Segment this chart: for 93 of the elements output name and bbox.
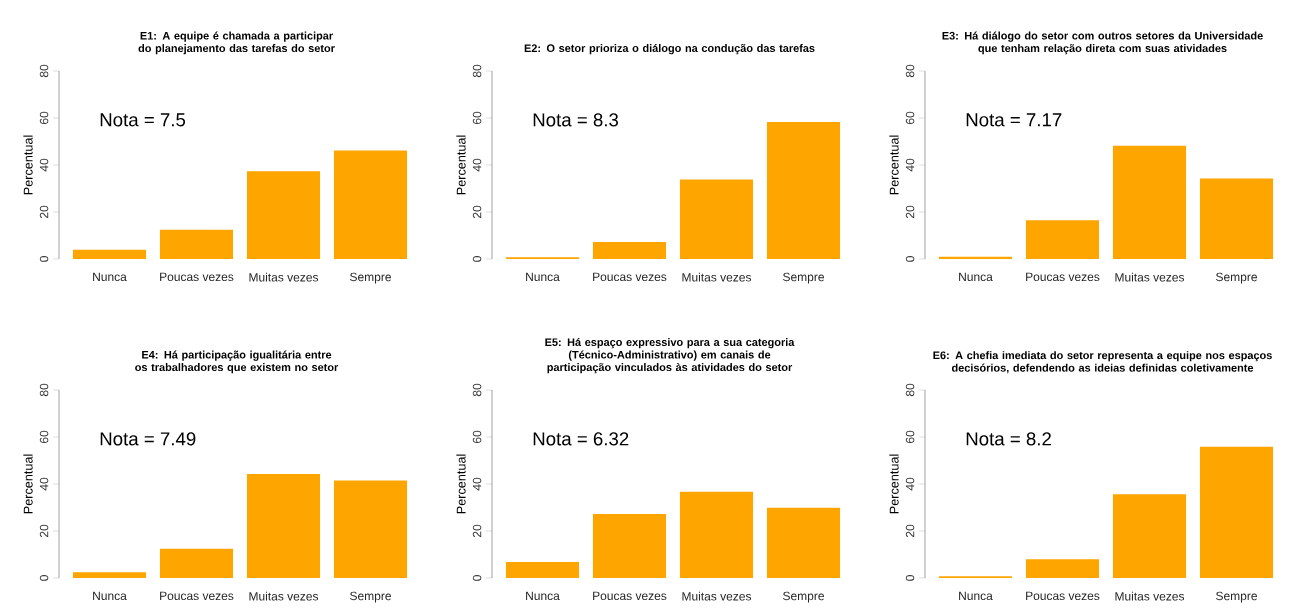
bar — [1199, 178, 1274, 259]
x-tick-label: Poucas vezes — [593, 591, 667, 601]
y-tick-label: 0 — [472, 575, 482, 581]
x-tick-label: Poucas vezes — [593, 272, 667, 282]
y-axis-title: Percentual — [456, 135, 466, 195]
bar — [1025, 559, 1100, 578]
y-tick-label: 60 — [39, 430, 49, 444]
y-axis-title: Percentual — [23, 454, 33, 514]
y-tick-label: 0 — [39, 256, 49, 262]
x-tick-label: Muitas vezes — [682, 272, 752, 282]
y-axis-title: Percentual — [456, 454, 466, 514]
x-tick-label: Muitas vezes — [682, 591, 752, 601]
y-tick-label: 40 — [472, 158, 482, 172]
y-tick-label: 20 — [905, 205, 915, 219]
y-tick-label: 60 — [905, 111, 915, 125]
x-tick-label: Poucas vezes — [1026, 272, 1100, 282]
x-tick-label: Poucas vezes — [160, 272, 234, 282]
chart-title: E6: A chefia imediata do setor representa a equipe nos espaços decisórios, defendendo as ideias definidas coletivamente — [933, 351, 1272, 374]
annotation: Nota = 7.5 — [100, 113, 186, 127]
bar — [679, 179, 754, 259]
bar — [1112, 145, 1187, 259]
x-tick-label: Sempre — [350, 272, 391, 284]
y-tick-label: 80 — [905, 383, 915, 397]
bar — [246, 473, 321, 578]
x-tick-label: Muitas vezes — [1115, 591, 1185, 601]
y-tick-label: 40 — [472, 477, 482, 491]
y-tick-label: 60 — [905, 430, 915, 444]
bar — [1199, 446, 1274, 578]
chart-title: E4: Há participação igualitária entre os trabalhadores que existem no setor — [135, 350, 339, 374]
y-tick-label: 0 — [905, 256, 915, 262]
bar — [679, 491, 754, 578]
bar — [592, 242, 667, 259]
x-tick-label: Nunca — [93, 272, 127, 282]
x-tick-label: Sempre — [783, 272, 824, 284]
annotation: Nota = 7.49 — [100, 432, 196, 446]
y-axis-title: Percentual — [889, 135, 899, 195]
y-tick-label: 20 — [39, 524, 49, 538]
y-tick-label: 60 — [472, 111, 482, 125]
y-tick-label: 80 — [39, 64, 49, 78]
y-tick-label: 20 — [905, 524, 915, 538]
y-axis-title: Percentual — [23, 135, 33, 195]
bar — [159, 548, 234, 578]
bar — [72, 572, 147, 578]
bar — [766, 121, 841, 259]
y-tick-label: 40 — [905, 477, 915, 491]
x-tick-label: Poucas vezes — [1026, 591, 1100, 601]
x-tick-label: Sempre — [1216, 272, 1257, 284]
bar — [766, 507, 841, 578]
x-tick-label: Sempre — [350, 591, 391, 603]
x-tick-label: Nunca — [959, 272, 993, 282]
x-tick-label: Muitas vezes — [1115, 272, 1185, 282]
annotation: Nota = 8.3 — [533, 113, 619, 127]
x-tick-label: Muitas vezes — [249, 591, 319, 601]
bar — [333, 150, 408, 259]
x-tick-label: Poucas vezes — [160, 591, 234, 601]
y-tick-label: 0 — [472, 256, 482, 262]
annotation: Nota = 6.32 — [533, 432, 629, 446]
chart-title: E3: Há diálogo do setor com outros setores da Universidade que tenham relação direta com suas atividades — [942, 31, 1263, 55]
bar — [72, 249, 147, 259]
y-tick-label: 60 — [39, 111, 49, 125]
y-tick-label: 40 — [39, 158, 49, 172]
x-tick-label: Nunca — [526, 591, 560, 601]
y-tick-label: 40 — [905, 158, 915, 172]
bar — [1025, 220, 1100, 259]
y-tick-label: 20 — [472, 205, 482, 219]
bar — [159, 229, 234, 259]
y-tick-label: 80 — [472, 383, 482, 397]
y-axis-title: Percentual — [889, 454, 899, 514]
y-tick-label: 20 — [39, 205, 49, 219]
y-tick-label: 80 — [39, 383, 49, 397]
annotation: Nota = 7.17 — [966, 113, 1062, 127]
x-tick-label: Sempre — [1216, 591, 1257, 603]
bar — [246, 171, 321, 259]
bar — [505, 562, 580, 578]
x-tick-label: Nunca — [93, 591, 127, 601]
y-tick-label: 20 — [472, 524, 482, 538]
annotation: Nota = 8.2 — [966, 432, 1051, 446]
chart-title: E5: Há espaço expressivo para a sua categoria (Técnico-Administrativo) em canais de participação vinculados às atividades do setor — [545, 337, 795, 374]
chart-title: E2: O setor prioriza o diálogo na condução das tarefas — [524, 43, 815, 55]
y-tick-label: 80 — [905, 64, 915, 78]
y-tick-label: 60 — [472, 430, 482, 444]
y-tick-label: 80 — [472, 64, 482, 78]
y-tick-label: 40 — [39, 477, 49, 491]
bar — [333, 480, 408, 578]
x-tick-label: Nunca — [526, 272, 560, 282]
bar — [592, 514, 667, 578]
y-tick-label: 0 — [39, 575, 49, 581]
y-tick-label: 0 — [905, 575, 915, 581]
x-tick-label: Nunca — [959, 591, 993, 601]
bar — [1112, 494, 1187, 578]
x-tick-label: Sempre — [783, 591, 824, 603]
chart-title: E1: A equipe é chamada a participar do planejamento das tarefas do setor — [138, 31, 335, 55]
x-tick-label: Muitas vezes — [249, 272, 319, 282]
